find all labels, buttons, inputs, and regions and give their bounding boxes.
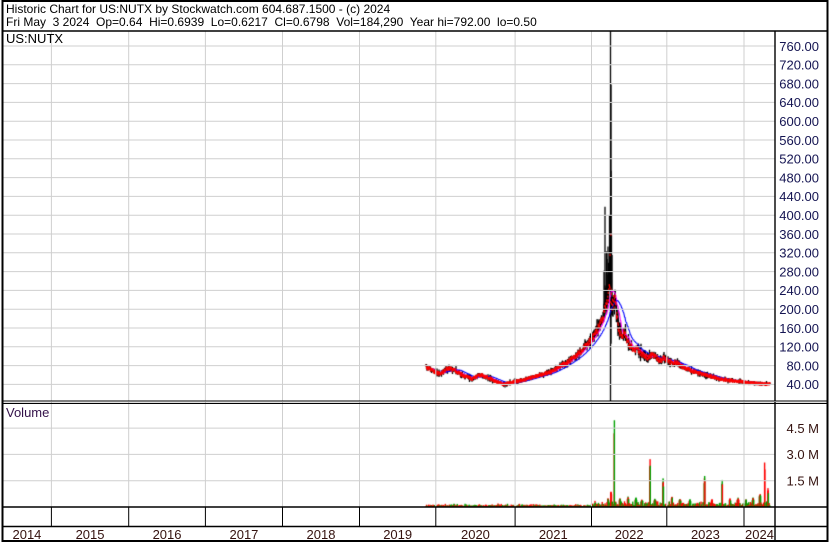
svg-text:2023: 2023 (691, 527, 720, 542)
svg-text:320.00: 320.00 (779, 246, 819, 261)
svg-text:2018: 2018 (307, 527, 336, 542)
svg-text:640.00: 640.00 (779, 95, 819, 110)
svg-text:480.00: 480.00 (779, 170, 819, 185)
svg-text:160.00: 160.00 (779, 321, 819, 336)
svg-text:2017: 2017 (229, 527, 258, 542)
svg-text:120.00: 120.00 (779, 340, 819, 355)
svg-text:2020: 2020 (461, 527, 490, 542)
svg-text:2024: 2024 (745, 527, 774, 542)
svg-text:Volume: Volume (6, 405, 49, 420)
svg-text:40.00: 40.00 (786, 377, 819, 392)
svg-text:4.5 M: 4.5 M (786, 421, 819, 436)
svg-text:2014: 2014 (12, 527, 41, 542)
svg-text:680.00: 680.00 (779, 76, 819, 91)
svg-text:360.00: 360.00 (779, 227, 819, 242)
svg-text:520.00: 520.00 (779, 152, 819, 167)
svg-text:560.00: 560.00 (779, 133, 819, 148)
svg-text:440.00: 440.00 (779, 189, 819, 204)
svg-text:2016: 2016 (153, 527, 182, 542)
svg-text:1.5 M: 1.5 M (786, 474, 819, 489)
svg-text:200.00: 200.00 (779, 302, 819, 317)
svg-text:720.00: 720.00 (779, 58, 819, 73)
svg-text:400.00: 400.00 (779, 208, 819, 223)
svg-text:80.00: 80.00 (786, 358, 819, 373)
svg-text:760.00: 760.00 (779, 39, 819, 54)
svg-text:2019: 2019 (383, 527, 412, 542)
svg-text:2015: 2015 (76, 527, 105, 542)
svg-text:2022: 2022 (615, 527, 644, 542)
svg-text:600.00: 600.00 (779, 114, 819, 129)
svg-text:240.00: 240.00 (779, 283, 819, 298)
svg-text:US:NUTX: US:NUTX (6, 31, 63, 46)
svg-text:2021: 2021 (539, 527, 568, 542)
svg-text:3.0 M: 3.0 M (786, 447, 819, 462)
svg-text:280.00: 280.00 (779, 264, 819, 279)
